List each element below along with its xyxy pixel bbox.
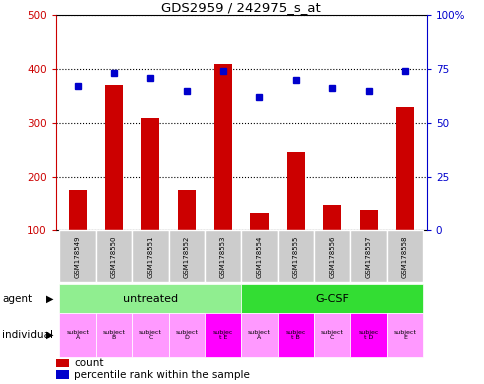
Text: GSM178550: GSM178550 [111,235,117,278]
Bar [286,152,304,230]
Text: subjec
t D: subjec t D [358,329,378,341]
Bar [141,118,159,230]
Bar [59,230,95,282]
Text: agent: agent [2,293,32,304]
Bar [349,313,386,357]
Bar [204,313,241,357]
Text: subject
A: subject A [247,329,271,341]
Bar [177,190,196,230]
Bar [213,64,232,230]
Bar [250,213,268,230]
Text: GSM178558: GSM178558 [401,235,407,278]
Text: ▶: ▶ [46,330,53,340]
Text: untreated: untreated [122,293,178,304]
Bar [349,230,386,282]
Bar [168,230,204,282]
Text: GSM178554: GSM178554 [256,235,262,278]
Bar [241,313,277,357]
Bar [241,230,277,282]
Text: subject
C: subject C [138,329,162,341]
Text: GSM178553: GSM178553 [220,235,226,278]
Bar [68,190,87,230]
Bar [322,205,341,230]
Bar [204,230,241,282]
Bar [95,230,132,282]
Bar [241,284,422,313]
Text: subjec
t E: subjec t E [212,329,233,341]
Bar [314,313,349,357]
Bar [56,370,69,379]
Bar [386,313,422,357]
Text: G-CSF: G-CSF [315,293,348,304]
Text: individual: individual [2,330,53,340]
Bar [95,313,132,357]
Title: GDS2959 / 242975_s_at: GDS2959 / 242975_s_at [161,1,320,14]
Bar [314,230,349,282]
Text: subject
D: subject D [175,329,198,341]
Bar [59,313,95,357]
Bar [59,284,241,313]
Text: GSM178552: GSM178552 [183,235,189,278]
Text: GSM178555: GSM178555 [292,235,298,278]
Text: subjec
t B: subjec t B [285,329,305,341]
Bar [277,230,314,282]
Bar [56,359,69,367]
Text: percentile rank within the sample: percentile rank within the sample [74,370,250,380]
Text: subject
E: subject E [393,329,416,341]
Text: ▶: ▶ [46,293,53,304]
Text: subject
B: subject B [102,329,125,341]
Text: count: count [74,358,104,368]
Text: subject
A: subject A [66,329,89,341]
Text: GSM178557: GSM178557 [365,235,371,278]
Text: GSM178551: GSM178551 [147,235,153,278]
Bar [359,210,377,230]
Bar [386,230,422,282]
Bar [132,313,168,357]
Text: GSM178549: GSM178549 [75,235,80,278]
Bar [105,85,123,230]
Bar [277,313,314,357]
Text: GSM178556: GSM178556 [329,235,334,278]
Bar [132,230,168,282]
Bar [395,107,413,230]
Bar [168,313,204,357]
Text: subject
C: subject C [320,329,343,341]
